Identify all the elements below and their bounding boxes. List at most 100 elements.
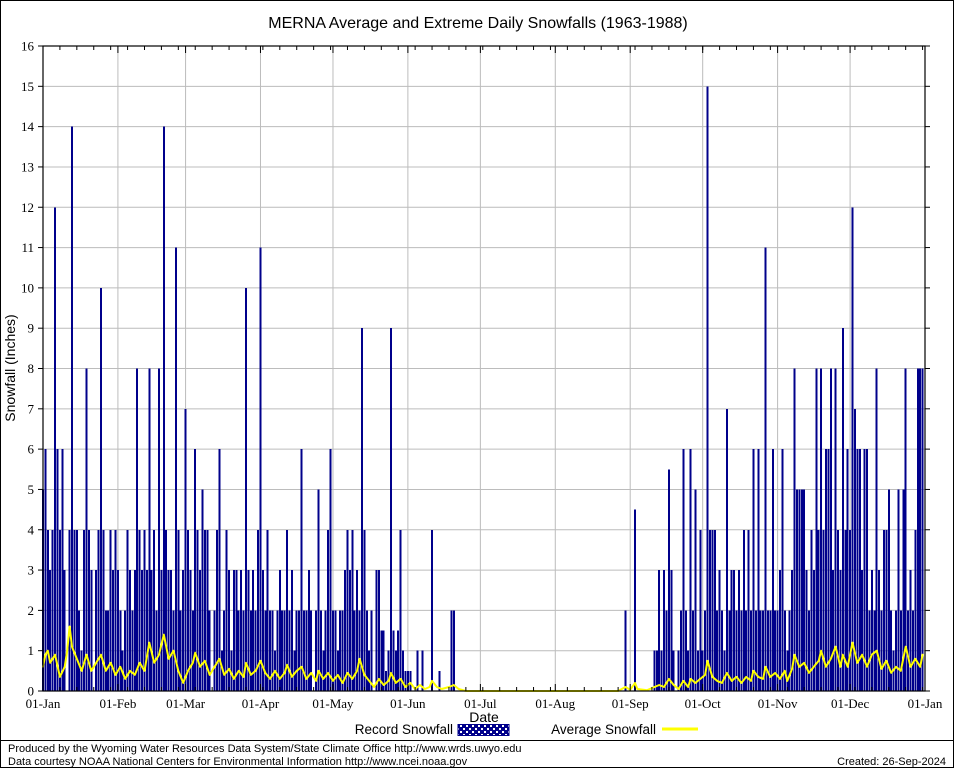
record-snowfall-bar [54, 207, 57, 691]
record-snowfall-bar [737, 570, 740, 691]
record-snowfall-bar [288, 610, 291, 691]
x-tick-label: 01-Nov [758, 696, 798, 711]
record-snowfall-bar [725, 408, 728, 691]
x-tick-label: 01-Oct [685, 696, 721, 711]
record-snowfall-bar [215, 529, 218, 691]
record-snowfall-bar [334, 610, 337, 691]
record-snowfall-bar [810, 529, 813, 691]
record-snowfall-bar [203, 529, 206, 691]
record-snowfall-bar [404, 670, 407, 691]
y-tick-label: 8 [28, 361, 35, 376]
record-snowfall-bar [863, 449, 866, 691]
record-snowfall-bar [754, 610, 757, 691]
record-snowfall-bar [310, 610, 313, 691]
record-snowfall-bar [87, 529, 90, 691]
record-snowfall-bar [747, 529, 750, 691]
record-snowfall-bar [849, 529, 852, 691]
record-snowfall-bar [257, 529, 260, 691]
record-snowfall-bar [165, 529, 168, 691]
record-snowfall-bar [759, 610, 762, 691]
record-snowfall-bar [416, 650, 419, 691]
record-snowfall-bar [341, 610, 344, 691]
chart-title: MERNA Average and Extreme Daily Snowfall… [268, 15, 687, 32]
record-snowfall-bar [832, 570, 835, 691]
record-snowfall-bar [264, 610, 267, 691]
record-snowfall-bar [153, 529, 156, 691]
record-snowfall-bar [696, 650, 699, 691]
record-snowfall-bar [370, 610, 373, 691]
record-snowfall-bar [890, 610, 893, 691]
record-snowfall-bar [431, 529, 434, 691]
record-snowfall-bar [718, 570, 721, 691]
x-tick-label: 01-Dec [831, 696, 869, 711]
record-snowfall-bar [834, 368, 837, 691]
record-snowfall-bar [824, 449, 827, 691]
record-snowfall-bar [223, 610, 226, 691]
record-snowfall-bar [237, 610, 240, 691]
record-snowfall-bar [634, 509, 637, 691]
record-snowfall-bar [104, 610, 107, 691]
record-snowfall-bar [218, 449, 221, 691]
record-snowfall-bar [160, 570, 163, 691]
record-snowfall-bar [148, 368, 151, 691]
record-snowfall-bar [728, 610, 731, 691]
record-snowfall-bar [624, 610, 627, 691]
y-tick-label: 3 [28, 563, 35, 578]
record-snowfall-bar [208, 610, 211, 691]
record-snowfall-bar [670, 570, 673, 691]
record-snowfall-bar [397, 630, 400, 691]
record-snowfall-bar [779, 570, 782, 691]
y-axis-label: Snowfall (Inches) [2, 314, 18, 421]
record-snowfall-bar [692, 610, 695, 691]
record-snowfall-bar [107, 610, 110, 691]
record-snowfall-bar [795, 489, 798, 691]
record-snowfall-bar [199, 570, 202, 691]
y-tick-label: 5 [28, 482, 35, 497]
record-snowfall-bar [791, 570, 794, 691]
record-snowfall-bar [684, 610, 687, 691]
record-snowfall-bar [145, 570, 148, 691]
record-snowfall-bar [808, 610, 811, 691]
record-snowfall-bar [90, 570, 93, 691]
record-snowfall-bar [138, 529, 141, 691]
record-snowfall-bar [266, 529, 269, 691]
record-snowfall-bar [189, 570, 192, 691]
record-snowfall-bar [914, 529, 917, 691]
record-snowfall-bar [128, 570, 131, 691]
record-snowfall-bar [394, 650, 397, 691]
record-snowfall-bar [95, 570, 98, 691]
record-snowfall-bar [230, 650, 233, 691]
record-snowfall-bar [781, 449, 784, 691]
record-snowfall-bar [904, 368, 907, 691]
record-snowfall-bar [136, 368, 139, 691]
record-snowfall-bar [667, 469, 670, 691]
record-snowfall-bar [653, 650, 656, 691]
y-tick-label: 10 [21, 280, 34, 295]
y-tick-label: 12 [21, 200, 34, 215]
record-snowfall-bar [771, 449, 774, 691]
y-tick-label: 16 [21, 39, 35, 54]
record-snowfall-bar [798, 489, 801, 691]
record-snowfall-bar [899, 610, 902, 691]
record-snowfall-bar [170, 570, 173, 691]
record-snowfall-bar [887, 489, 890, 691]
record-snowfall-bar [68, 529, 71, 691]
record-snowfall-bar [109, 529, 112, 691]
footer-created-text: Created: 26-Sep-2024 [837, 756, 946, 767]
record-snowfall-bar [356, 570, 359, 691]
y-tick-label: 6 [28, 442, 35, 457]
record-snowfall-bar [99, 287, 102, 691]
average-snowfall-line [42, 625, 924, 692]
record-snowfall-bar [421, 650, 424, 691]
record-snowfall-bar [228, 570, 231, 691]
record-snowfall-bar [786, 650, 789, 691]
legend-record-swatch [457, 724, 510, 736]
record-snowfall-bar [344, 570, 347, 691]
record-snowfall-bar [735, 610, 738, 691]
record-snowfall-bar [841, 328, 844, 691]
record-snowfall-bar [155, 610, 158, 691]
footer-source-text: Data courtesy NOAA National Centers for … [8, 756, 468, 767]
record-snowfall-bar [911, 610, 914, 691]
record-snowfall-bar [331, 610, 334, 691]
